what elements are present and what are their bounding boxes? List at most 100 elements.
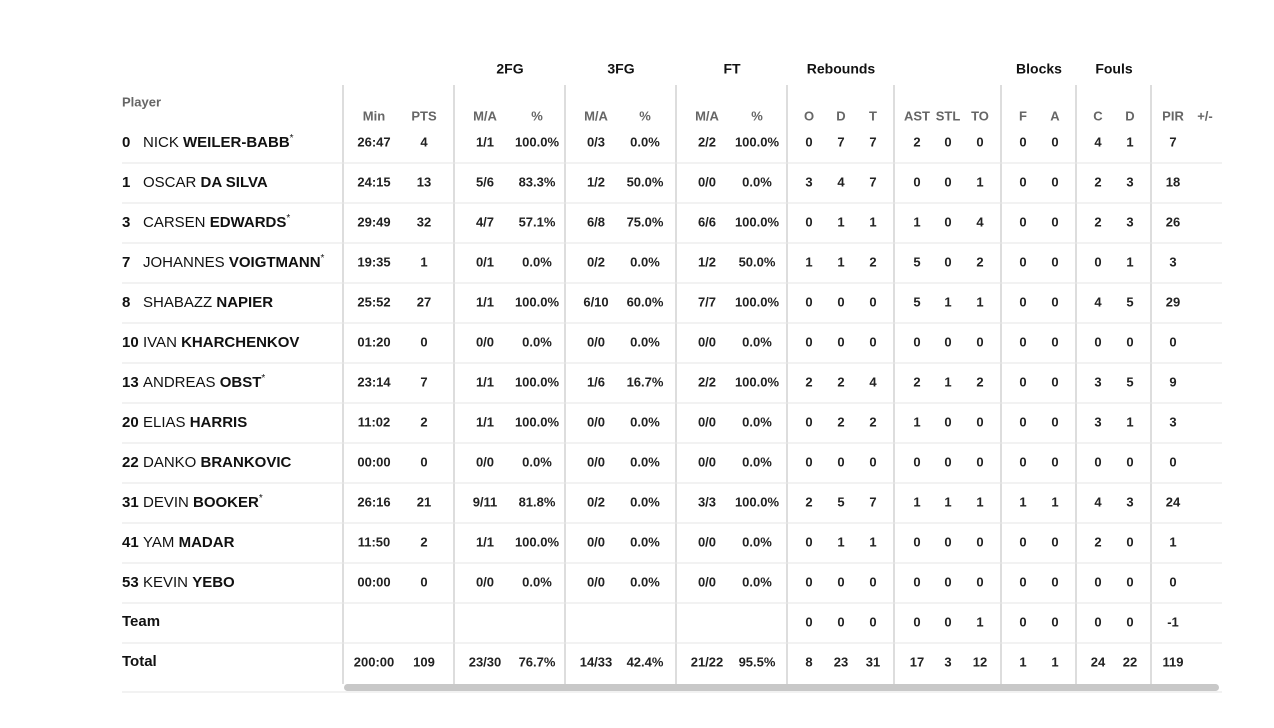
stat-cell: 1 (913, 214, 920, 229)
stat-cell: 4 (420, 134, 428, 149)
column-header: TO (971, 108, 989, 123)
stat-cell: 0 (1094, 614, 1101, 629)
stat-cell: 27 (417, 294, 431, 309)
stat-cell: 0 (1126, 614, 1133, 629)
player-number: 8 (122, 294, 130, 311)
stat-cell: 0 (1019, 454, 1026, 469)
stat-cell: 19:35 (357, 254, 390, 269)
column-header: Min (363, 108, 385, 123)
last-name: HARRIS (190, 414, 248, 431)
stat-cell: 0/0 (587, 454, 605, 469)
first-name: IVAN (143, 334, 177, 351)
stat-cell: 95.5% (739, 654, 776, 669)
stat-cell: 2 (837, 374, 844, 389)
stat-cell: 0 (805, 294, 812, 309)
stat-cell: 0 (805, 534, 812, 549)
last-name: EDWARDS (210, 214, 287, 231)
last-name: VOIGTMANN (229, 254, 321, 271)
stat-cell: 0 (869, 334, 876, 349)
stat-cell: 0 (1051, 534, 1058, 549)
stat-cell: 31 (866, 654, 880, 669)
player-name: NICK WEILER-BABB* (143, 133, 294, 151)
stat-cell: 00:00 (357, 574, 390, 589)
stat-cell: 0/0 (587, 574, 605, 589)
stat-cell: 0/2 (587, 494, 605, 509)
stat-cell: 1 (1126, 134, 1133, 149)
stat-cell: 81.8% (519, 494, 556, 509)
stat-cell: 0 (805, 574, 812, 589)
stat-cell: 1 (1019, 494, 1026, 509)
stat-cell: 0 (913, 574, 920, 589)
stat-cell: 2 (1094, 174, 1101, 189)
first-name: KEVIN (143, 574, 188, 591)
stat-cell: 7 (837, 134, 844, 149)
stat-cell: 0 (869, 454, 876, 469)
stat-cell: 1/6 (587, 374, 605, 389)
group-header: FT (723, 61, 741, 77)
stat-cell: 0.0% (630, 454, 660, 469)
stat-cell: 0 (1169, 454, 1176, 469)
stat-cell: 0 (869, 574, 876, 589)
stat-cell: 18 (1166, 174, 1180, 189)
stat-cell: 0 (944, 214, 951, 229)
stat-cell: 0 (1019, 254, 1026, 269)
stat-cell: 4 (869, 374, 877, 389)
stat-cell: 23/30 (469, 654, 502, 669)
stat-cell: 0 (1019, 334, 1026, 349)
stat-cell: 2 (420, 414, 427, 429)
stat-cell: 11:50 (358, 534, 391, 549)
player-number: 20 (122, 414, 139, 431)
stat-cell: 0 (944, 574, 951, 589)
summary-label: Team (122, 613, 160, 630)
stat-cell: 100.0% (735, 494, 780, 509)
player-number: 53 (122, 574, 139, 591)
stat-cell: 4 (837, 174, 845, 189)
stat-cell: 0 (1094, 574, 1101, 589)
stat-cell: 1 (976, 494, 983, 509)
stat-cell: 5 (1126, 374, 1133, 389)
stat-cell: 0.0% (630, 134, 660, 149)
stat-cell: 0 (944, 134, 951, 149)
last-name: KHARCHENKOV (181, 334, 299, 351)
stat-cell: 0 (1019, 374, 1026, 389)
stat-cell: 0 (837, 334, 844, 349)
stat-cell: 5 (837, 494, 844, 509)
stat-cell: 100.0% (735, 374, 780, 389)
stat-cell: 0 (976, 574, 983, 589)
stat-cell: 0 (1051, 134, 1058, 149)
stat-cell: 0 (805, 414, 812, 429)
stat-cell: 0 (1126, 454, 1133, 469)
column-header: % (531, 108, 543, 123)
stat-cell: 3 (1169, 254, 1176, 269)
starter-mark: * (321, 253, 325, 264)
stat-cell: 0 (1019, 294, 1026, 309)
stat-cell: 0.0% (742, 534, 772, 549)
stat-cell: 5 (913, 294, 920, 309)
stat-cell: 0/0 (698, 414, 716, 429)
stat-cell: 1 (944, 374, 951, 389)
stat-cell: 1 (1169, 534, 1176, 549)
stat-cell: 3 (944, 654, 951, 669)
first-name: SHABAZZ (143, 294, 212, 311)
stat-cell: 0/0 (587, 334, 605, 349)
stat-cell: 0 (913, 614, 920, 629)
stat-cell: 100.0% (515, 134, 560, 149)
stat-cell: 0 (1019, 414, 1026, 429)
stat-cell: 200:00 (354, 654, 394, 669)
stat-cell: 4 (976, 214, 984, 229)
stat-cell: 9 (1169, 374, 1176, 389)
stat-cell: 0 (913, 534, 920, 549)
stat-cell: 0 (1051, 294, 1058, 309)
stat-cell: 8 (805, 654, 812, 669)
stat-cell: 0 (1019, 534, 1026, 549)
player-number: 1 (122, 174, 130, 191)
first-name: CARSEN (143, 214, 206, 231)
stat-cell: 0.0% (630, 254, 660, 269)
player-number: 41 (122, 534, 139, 551)
scrollbar[interactable] (344, 684, 1219, 691)
stat-cell: -1 (1167, 614, 1179, 629)
column-header: C (1093, 108, 1103, 123)
stat-cell: 23 (834, 654, 848, 669)
stat-cell: 0 (1051, 374, 1058, 389)
first-name: YAM (143, 534, 174, 551)
